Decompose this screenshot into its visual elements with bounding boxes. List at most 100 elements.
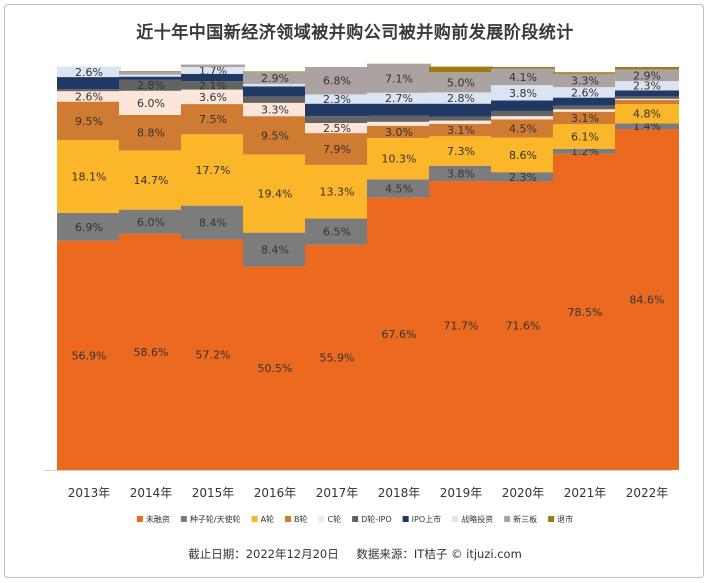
data-label-2020年-战略投资: 3.8%: [509, 87, 537, 100]
data-label-2018年-未融资: 67.6%: [382, 328, 417, 341]
bar-segment-2013年-C轮: [57, 91, 121, 102]
bar-segment-2021年-战略投资: [553, 87, 617, 98]
data-label-2017年-B轮: 7.9%: [323, 143, 351, 156]
bar-segment-2015年-未融资: [181, 239, 245, 470]
x-tick-label-2022年: 2022年: [626, 486, 669, 500]
data-label-2013年-种子轮/天使轮: 6.9%: [75, 221, 103, 234]
data-label-2013年-战略投资: 2.6%: [75, 66, 103, 79]
bar-segment-2013年-D轮-IPO: [57, 89, 121, 92]
data-label-2015年-B轮: 7.5%: [199, 113, 227, 126]
legend-label-战略投资: 战略投资: [461, 514, 493, 524]
data-label-2016年-A轮: 19.4%: [258, 188, 293, 201]
data-label-2018年-新三板: 7.1%: [385, 72, 413, 85]
data-label-2017年-战略投资: 2.3%: [323, 93, 351, 106]
bar-segment-2015年-种子轮/天使轮: [181, 205, 245, 240]
data-label-2021年-A轮: 6.1%: [571, 131, 599, 144]
data-label-2020年-种子轮/天使轮: 2.3%: [509, 171, 537, 184]
bar-segment-2020年-退市: [491, 67, 555, 69]
bar-segment-2018年-C轮: [367, 121, 431, 126]
data-label-2019年-种子轮/天使轮: 3.8%: [447, 167, 475, 180]
x-tick-label-2015年: 2015年: [192, 486, 235, 500]
bar-segment-2017年-战略投资: [305, 94, 369, 104]
bar-segment-2018年-IPO上市: [367, 103, 431, 116]
bar-segment-2015年-IPO上市: [181, 73, 245, 82]
legend-label-未融资: 未融资: [146, 514, 170, 524]
bar-segment-2016年-新三板: [243, 72, 307, 84]
data-label-2019年-新三板: 5.0%: [447, 76, 475, 89]
bar-segment-2020年-战略投资: [491, 85, 555, 101]
bar-segment-2017年-B轮: [305, 133, 369, 165]
bar-segment-2015年-战略投资: [181, 67, 245, 74]
bar-segment-2019年-退市: [429, 66, 493, 73]
legend-swatch-新三板: [504, 516, 511, 522]
bar-segment-2014年-IPO上市: [119, 76, 183, 80]
bar-segment-2013年-IPO上市: [57, 77, 121, 90]
bar-segment-2019年-B轮: [429, 123, 493, 137]
bar-segment-2014年-未融资: [119, 233, 183, 470]
data-label-2014年-A轮: 14.7%: [134, 174, 169, 187]
bar-segment-2018年-未融资: [367, 197, 431, 470]
bar-segment-2013年-A轮: [57, 139, 121, 213]
legend-label-C轮: C轮: [328, 514, 342, 524]
bar-segment-2016年-B轮: [243, 116, 307, 155]
bar-segment-2017年-IPO上市: [305, 103, 369, 117]
bar-segment-2021年-C轮: [553, 109, 617, 112]
bar-segment-2013年-战略投资: [57, 66, 121, 78]
legend-swatch-D轮-IPO: [352, 516, 359, 522]
bar-segment-2019年-D轮-IPO: [429, 116, 493, 121]
chart-footer: 截止日期：2022年12月20日 数据来源：IT桔子 © itjuzi.com: [0, 546, 710, 562]
bar-segment-2021年-D轮-IPO: [553, 105, 617, 110]
bar-segment-2019年-IPO上市: [429, 103, 493, 117]
data-label-2016年-未融资: 50.5%: [258, 362, 293, 375]
bar-segment-2022年-B轮: [615, 100, 679, 105]
x-tick-label-2017年: 2017年: [316, 486, 359, 500]
bar-segment-2018年-A轮: [367, 137, 431, 180]
bar-segment-2014年-A轮: [119, 150, 183, 210]
bar-segment-2017年-种子轮/天使轮: [305, 218, 369, 245]
data-label-2015年-战略投资: 1.7%: [199, 64, 227, 77]
bar-segment-2019年-A轮: [429, 136, 493, 166]
x-tick-label-2019年: 2019年: [440, 486, 483, 500]
x-tick-label-2018年: 2018年: [378, 486, 421, 500]
legend-swatch-B轮: [285, 516, 292, 522]
data-label-2014年-未融资: 58.6%: [134, 346, 169, 359]
bar-segment-2019年-C轮: [429, 120, 493, 124]
data-label-2022年-A轮: 4.8%: [633, 108, 661, 121]
data-label-2017年-新三板: 6.8%: [323, 75, 351, 88]
legend-swatch-种子轮/天使轮: [180, 516, 187, 522]
data-label-2015年-C轮: 3.6%: [199, 91, 227, 104]
data-label-2015年-D轮-IPO: 2.1%: [199, 79, 227, 92]
bar-segment-2016年-A轮: [243, 154, 307, 233]
bar-segment-2022年-A轮: [615, 104, 679, 124]
data-label-2022年-未融资: 84.6%: [630, 294, 665, 307]
bar-segment-2015年-B轮: [181, 104, 245, 135]
bar-segment-2016年-未融资: [243, 266, 307, 470]
bar-segment-2019年-战略投资: [429, 92, 493, 104]
bar-segment-2022年-战略投资: [615, 81, 679, 91]
bar-segment-2014年-C轮: [119, 90, 183, 115]
data-label-2022年-新三板: 2.9%: [633, 69, 661, 82]
data-label-2017年-种子轮/天使轮: 6.5%: [323, 226, 351, 239]
bar-segment-2021年-A轮: [553, 124, 617, 149]
bar-segment-2014年-种子轮/天使轮: [119, 209, 183, 234]
bar-segment-2015年-A轮: [181, 134, 245, 206]
data-label-2018年-种子轮/天使轮: 4.5%: [385, 183, 413, 196]
data-label-2020年-A轮: 8.6%: [509, 149, 537, 162]
data-label-2015年-A轮: 17.7%: [196, 164, 231, 177]
bar-segment-2017年-A轮: [305, 164, 369, 219]
cutoff-date: 截止日期：2022年12月20日: [188, 547, 339, 561]
data-label-2017年-A轮: 13.3%: [320, 186, 355, 199]
bar-segment-2021年-种子轮/天使轮: [553, 148, 617, 154]
data-label-2019年-B轮: 3.1%: [447, 124, 475, 137]
data-label-2015年-未融资: 57.2%: [196, 349, 231, 362]
data-label-2020年-未融资: 71.6%: [506, 320, 541, 333]
data-label-2020年-B轮: 4.5%: [509, 122, 537, 135]
data-label-2016年-新三板: 2.9%: [261, 72, 289, 85]
bar-segment-2017年-新三板: [305, 67, 369, 95]
data-label-2014年-B轮: 8.8%: [137, 127, 165, 140]
bar-segment-2021年-IPO上市: [553, 97, 617, 106]
bar-segment-2020年-A轮: [491, 137, 555, 173]
bar-segment-2016年-战略投资: [243, 83, 307, 87]
legend-label-新三板: 新三板: [513, 514, 537, 524]
